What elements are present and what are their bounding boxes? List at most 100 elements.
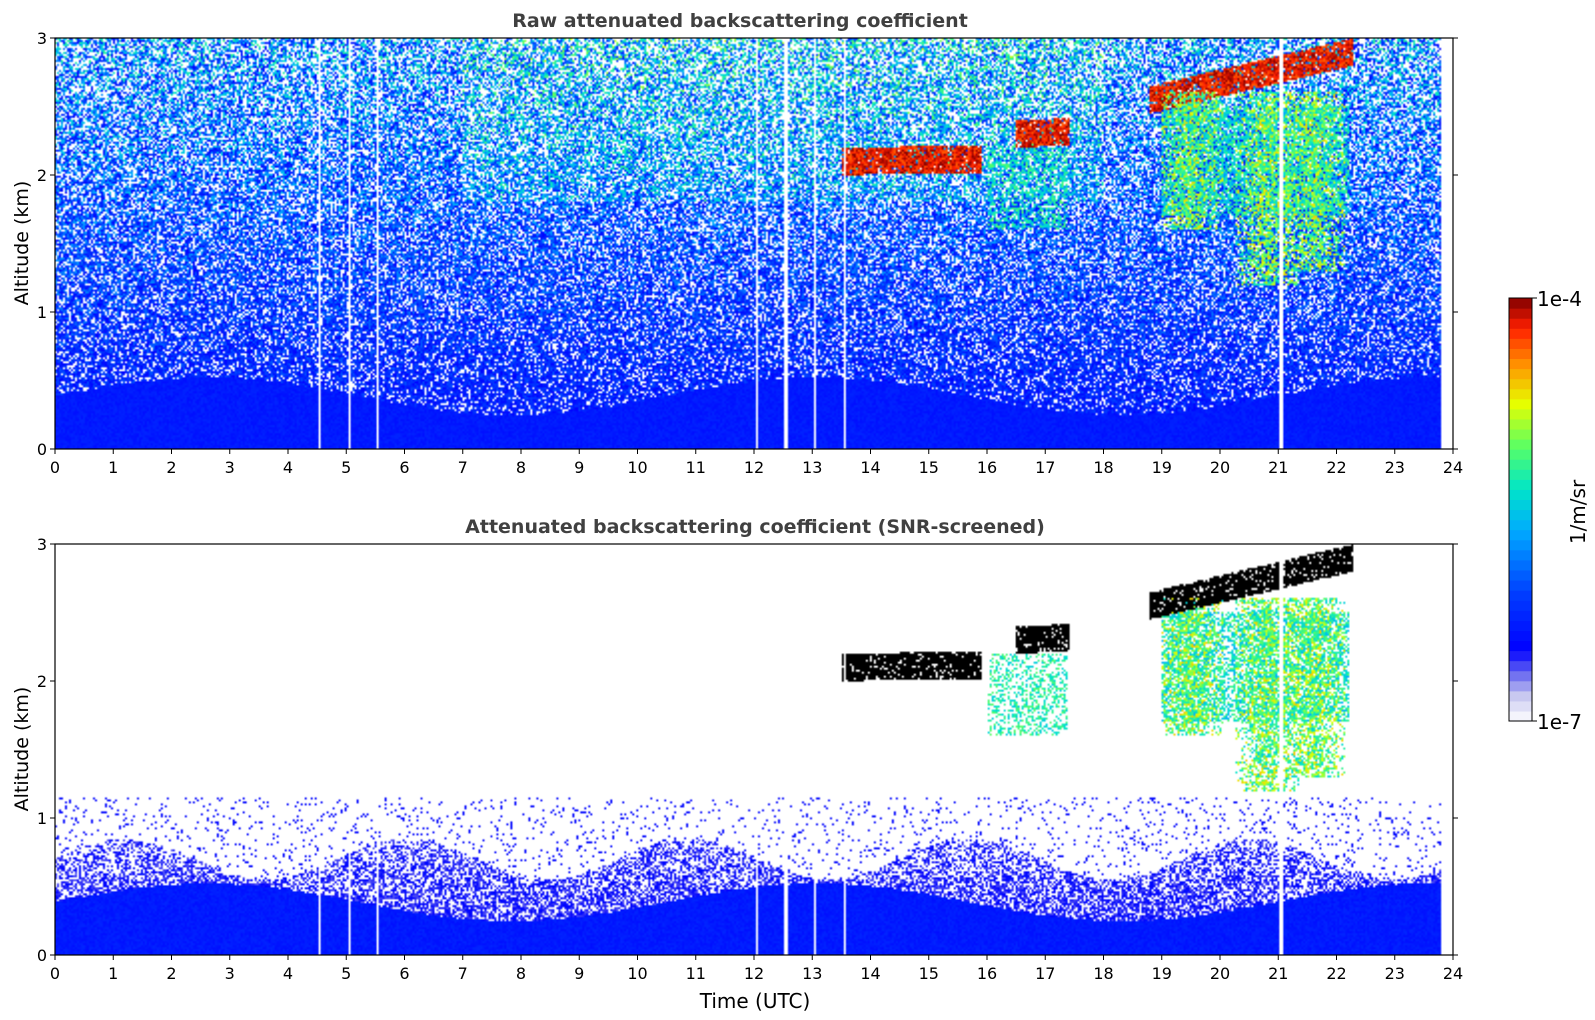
y-tick-label: 1	[37, 303, 47, 322]
colorbar-band	[1509, 630, 1532, 642]
x-tick-label: 14	[860, 964, 880, 983]
x-tick-label: 13	[802, 458, 822, 477]
colorbar-band	[1509, 590, 1532, 601]
x-tick-label: 0	[50, 458, 60, 477]
colorbar-max-label: 1e-4	[1537, 287, 1582, 311]
x-tick-label: 2	[166, 964, 176, 983]
colorbar-band	[1509, 559, 1532, 571]
x-tick-label: 22	[1326, 458, 1346, 477]
colorbar-band	[1509, 670, 1532, 682]
y-tick-label: 2	[37, 166, 47, 185]
x-tick-label: 22	[1326, 964, 1346, 983]
x-tick-label: 4	[283, 458, 293, 477]
colorbar-band	[1509, 318, 1532, 329]
y-ticks-raw: 0 1 2 3	[37, 29, 1458, 459]
x-tick-label: 11	[686, 964, 706, 983]
y-tick-label: 3	[37, 29, 47, 48]
x-tick-label: 21	[1268, 458, 1288, 477]
colorbar-band	[1509, 610, 1532, 621]
colorbar-band	[1509, 298, 1532, 309]
colorbar-band	[1509, 620, 1532, 631]
colorbar-min-label: 1e-7	[1537, 710, 1582, 734]
x-tick-label: 19	[1152, 458, 1172, 477]
y-tick-label: 2	[37, 672, 47, 691]
x-tick-label: 19	[1152, 964, 1172, 983]
colorbar-band	[1509, 308, 1532, 319]
colorbar-band	[1509, 449, 1532, 460]
x-tick-label: 20	[1210, 964, 1230, 983]
colorbar-band	[1509, 368, 1532, 380]
colorbar-band	[1509, 580, 1532, 591]
colorbar-band	[1509, 388, 1532, 400]
x-tick-label: 17	[1035, 964, 1055, 983]
x-tick-label: 23	[1385, 964, 1405, 983]
x-tick-label: 1	[108, 964, 118, 983]
x-tick-label: 11	[686, 458, 706, 477]
y-axis-label-raw: Altitude (km)	[11, 181, 33, 306]
x-tick-label: 14	[860, 458, 880, 477]
x-tick-label: 15	[919, 458, 939, 477]
x-tick-label: 9	[574, 964, 584, 983]
x-tick-label: 5	[341, 964, 351, 983]
colorbar-band	[1509, 569, 1532, 581]
heatmap-raw	[55, 38, 1453, 449]
x-axis-label: Time (UTC)	[699, 989, 811, 1013]
heatmap-screened	[55, 544, 1453, 955]
panel-raw-title: Raw attenuated backscattering coefficien…	[512, 10, 968, 32]
x-tick-label: 5	[341, 458, 351, 477]
x-tick-label: 18	[1093, 458, 1113, 477]
colorbar-band	[1509, 660, 1532, 672]
x-tick-label: 21	[1268, 964, 1288, 983]
colorbar-band	[1509, 428, 1532, 440]
x-tick-label: 15	[919, 964, 939, 983]
colorbar-band	[1509, 408, 1532, 420]
x-tick-label: 3	[225, 964, 235, 983]
y-tick-label: 0	[37, 440, 47, 459]
colorbar-band	[1509, 459, 1532, 470]
x-tick-label: 8	[516, 964, 526, 983]
colorbar-band	[1509, 489, 1532, 501]
colorbar-band	[1509, 358, 1532, 370]
x-tick-label: 0	[50, 964, 60, 983]
colorbar-band	[1509, 519, 1532, 531]
x-tick-label: 13	[802, 964, 822, 983]
x-tick-label: 7	[458, 964, 468, 983]
colorbar-band	[1509, 469, 1532, 480]
x-tick-label: 18	[1093, 964, 1113, 983]
colorbar-band	[1509, 338, 1532, 349]
colorbar-band	[1509, 348, 1532, 360]
colorbar-gradient	[1509, 298, 1532, 722]
x-tick-label: 16	[977, 964, 997, 983]
x-tick-label: 3	[225, 458, 235, 477]
y-tick-label: 0	[37, 946, 47, 965]
colorbar-band	[1509, 539, 1532, 551]
panel-raw: Raw attenuated backscattering coefficien…	[11, 10, 1463, 477]
colorbar: 1e-4 1e-7 1/m/sr	[1508, 287, 1590, 734]
x-tick-label: 12	[744, 964, 764, 983]
panel-screened: Attenuated backscattering coefficient (S…	[11, 516, 1463, 1013]
x-tick-label: 7	[458, 458, 468, 477]
x-tick-label: 23	[1385, 458, 1405, 477]
colorbar-band	[1509, 710, 1532, 722]
x-tick-label: 6	[399, 964, 409, 983]
colorbar-band	[1509, 439, 1532, 450]
colorbar-frame	[1508, 297, 1533, 722]
colorbar-band	[1509, 418, 1532, 430]
colorbar-band	[1509, 700, 1532, 712]
panel-screened-title: Attenuated backscattering coefficient (S…	[465, 516, 1045, 538]
y-ticks-screened: 0 1 2 3	[37, 535, 1458, 965]
colorbar-band	[1509, 650, 1532, 662]
colorbar-band	[1509, 600, 1532, 611]
x-tick-label: 8	[516, 458, 526, 477]
colorbar-band	[1509, 509, 1532, 521]
x-tick-label: 1	[108, 458, 118, 477]
x-ticks-raw: 0 1 2 3 4 5 6 7 8 9 10 11 12 13 14 15 16 17 18 19 20 21 22 23 24	[50, 449, 1463, 477]
x-tick-label: 10	[627, 964, 647, 983]
x-tick-label: 6	[399, 458, 409, 477]
x-tick-label: 10	[627, 458, 647, 477]
y-tick-label: 3	[37, 535, 47, 554]
y-axis-label-screened: Altitude (km)	[11, 687, 33, 812]
colorbar-band	[1509, 499, 1532, 511]
colorbar-band	[1509, 549, 1532, 561]
